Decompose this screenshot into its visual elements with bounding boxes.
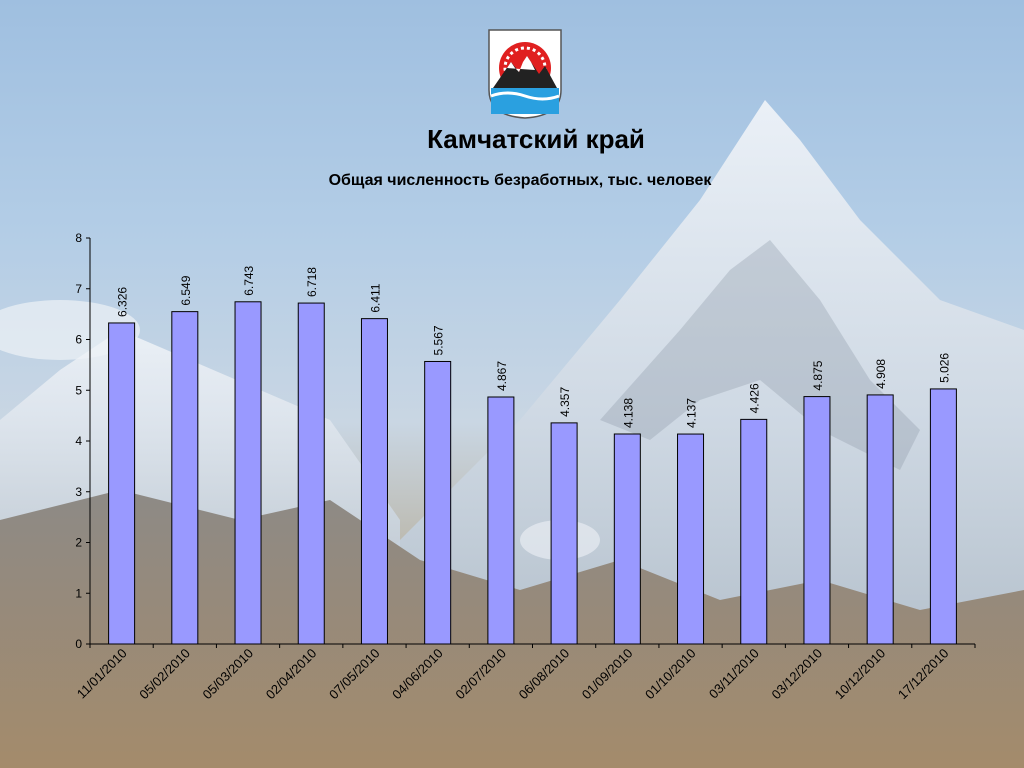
y-tick-label: 4 (75, 434, 82, 448)
y-tick-label: 2 (75, 536, 82, 550)
x-tick-label: 03/12/2010 (768, 646, 825, 703)
bar (929, 388, 957, 645)
bar (677, 433, 705, 645)
y-tick-label: 5 (75, 383, 82, 397)
bar (297, 302, 325, 645)
x-tick-label: 11/01/2010 (74, 646, 130, 702)
x-tick-label: 06/08/2010 (516, 646, 573, 703)
data-label: 4.357 (558, 387, 572, 417)
x-tick-label: 17/12/2010 (895, 646, 952, 703)
bar (613, 433, 641, 645)
x-tick-label: 05/03/2010 (200, 646, 257, 703)
x-tick-label: 02/04/2010 (263, 646, 320, 703)
x-tick-label: 03/11/2010 (706, 646, 762, 702)
data-label: 4.908 (874, 359, 888, 389)
slide-title: Камчатский край (427, 124, 645, 154)
bar (171, 311, 199, 645)
x-tick-label: 01/09/2010 (579, 646, 636, 703)
data-label: 4.875 (811, 360, 825, 390)
bar (108, 322, 136, 645)
x-tick-label: 04/06/2010 (389, 646, 446, 703)
x-tick-label: 02/07/2010 (452, 646, 509, 703)
bar (424, 360, 452, 645)
y-tick-label: 3 (75, 485, 82, 499)
x-tick-label: 01/10/2010 (642, 646, 699, 703)
data-label: 4.426 (748, 383, 762, 413)
data-label: 6.743 (242, 265, 256, 295)
data-label: 5.026 (937, 353, 951, 383)
data-label: 4.138 (621, 398, 635, 428)
chart-subtitle: Общая численность безработных, тыс. чело… (328, 172, 712, 189)
data-label: 6.718 (305, 267, 319, 297)
y-tick-label: 0 (75, 637, 82, 651)
y-tick-label: 1 (75, 586, 82, 600)
bar (487, 396, 515, 645)
data-label: 6.549 (179, 275, 193, 305)
axes-group: 0 1 2 3 4 5 6 7 8 (75, 231, 976, 651)
bar (360, 318, 388, 645)
y-tick-label: 7 (75, 282, 82, 296)
kamchatka-coat-of-arms-icon (488, 29, 562, 119)
bar (740, 418, 768, 645)
bar (234, 301, 262, 645)
data-label: 5.567 (432, 325, 446, 355)
data-label: 6.411 (368, 283, 382, 312)
x-tick-label: 10/12/2010 (832, 646, 889, 703)
y-tick-label: 6 (75, 333, 82, 347)
bar-group (108, 301, 957, 645)
bar (803, 396, 831, 645)
bar (866, 394, 894, 645)
data-label: 4.137 (685, 398, 699, 428)
data-label: 6.326 (116, 287, 130, 317)
x-tick-label: 05/02/2010 (136, 646, 193, 703)
bar (550, 422, 578, 645)
data-label: 4.867 (495, 361, 509, 391)
x-tick-label: 07/05/2010 (326, 646, 383, 703)
y-tick-label: 8 (75, 231, 82, 245)
